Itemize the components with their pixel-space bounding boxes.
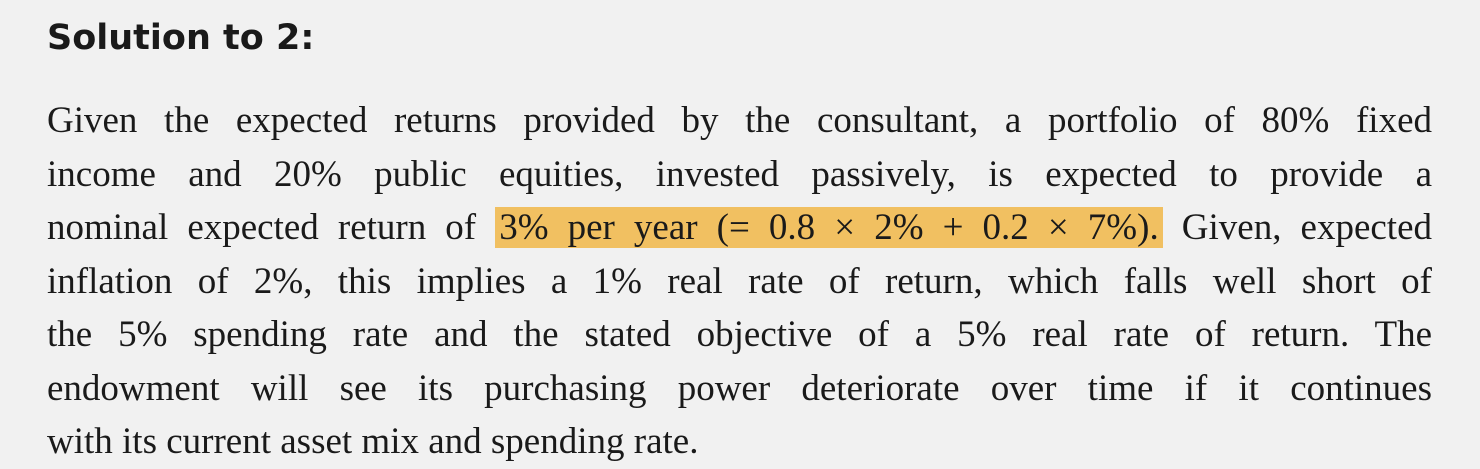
text-line: the 5% spending rate and the stated obje… <box>47 308 1432 362</box>
paragraph: Given the expected returns provided by t… <box>47 94 1432 469</box>
text: nominal expected return of <box>47 207 477 248</box>
text-line: income and 20% public equities, invested… <box>47 148 1432 202</box>
text-line: with its current asset mix and spending … <box>47 415 1432 469</box>
text-line: Given the expected returns provided by t… <box>47 94 1432 148</box>
text-line: endowment will see its purchasing power … <box>47 362 1432 416</box>
text: inflation of 2%, this implies a 1% real … <box>47 260 1432 302</box>
text: the 5% spending rate and the stated obje… <box>47 314 1432 355</box>
text: endowment will see its purchasing power … <box>47 367 1432 409</box>
text: income and 20% public equities, invested… <box>47 153 1432 195</box>
text-line: nominal expected return of 3% per year (… <box>47 201 1432 255</box>
text-line: inflation of 2%, this implies a 1% real … <box>47 255 1432 309</box>
heading: Solution to 2: <box>47 18 315 58</box>
text: Given, expected <box>1181 207 1432 248</box>
text: with its current asset mix and spending … <box>47 421 699 462</box>
text: Given the expected returns provided by t… <box>47 100 1432 141</box>
highlighted-text: 3% per year (= 0.8 × 2% + 0.2 × 7%). <box>495 207 1163 248</box>
